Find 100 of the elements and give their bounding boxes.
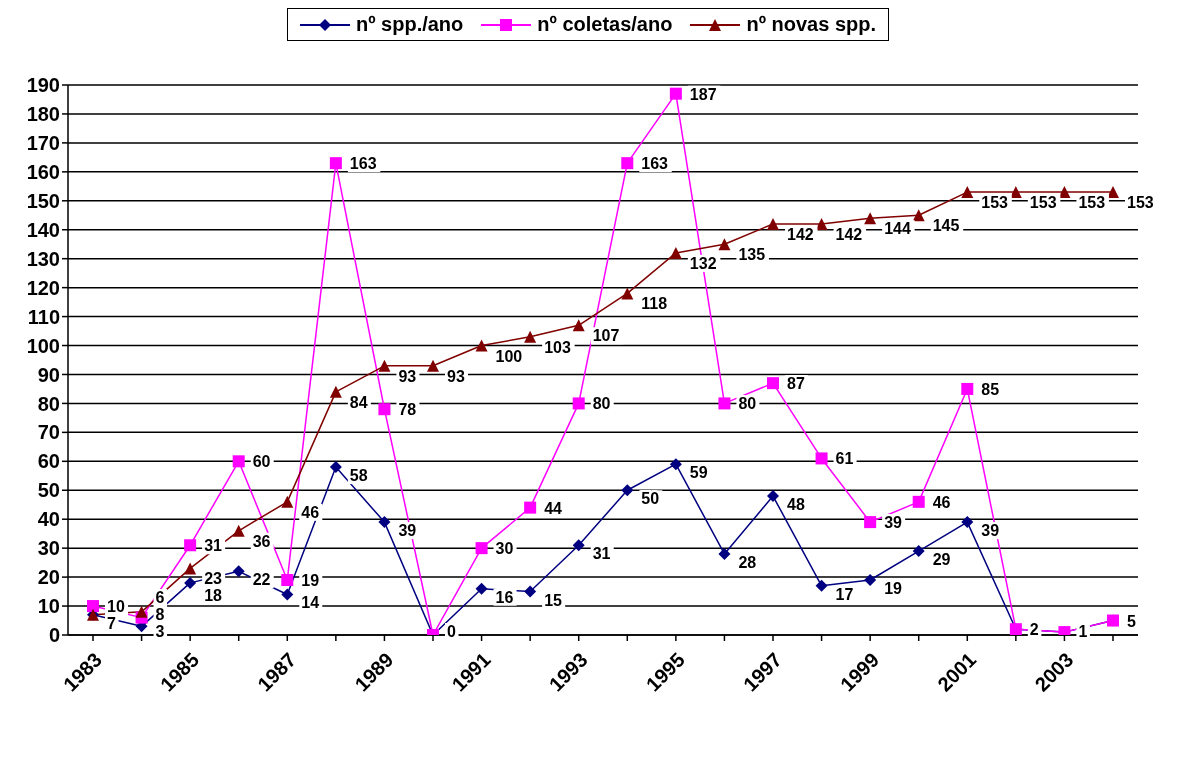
point bbox=[232, 524, 245, 537]
y-tick-label: 40 bbox=[37, 508, 60, 531]
data-label: 80 bbox=[738, 395, 757, 413]
point bbox=[524, 501, 537, 514]
point bbox=[961, 516, 974, 529]
point bbox=[572, 539, 585, 552]
y-tick-label: 190 bbox=[26, 74, 60, 97]
data-label: 163 bbox=[349, 155, 377, 173]
point bbox=[669, 458, 682, 471]
data-label: 93 bbox=[398, 367, 417, 385]
data-label: 100 bbox=[495, 347, 523, 365]
point bbox=[329, 157, 342, 170]
point bbox=[232, 565, 245, 578]
data-label: 145 bbox=[932, 217, 960, 235]
point bbox=[572, 319, 585, 332]
y-tick-label: 130 bbox=[26, 247, 60, 270]
legend-label: nº coletas/ano bbox=[537, 13, 673, 36]
data-label: 18 bbox=[204, 587, 223, 605]
y-tick-label: 140 bbox=[26, 218, 60, 241]
data-label: 44 bbox=[544, 499, 563, 517]
y-tick-label: 160 bbox=[26, 160, 60, 183]
data-label: 78 bbox=[398, 401, 417, 419]
data-label: 39 bbox=[981, 522, 1000, 540]
data-label: 85 bbox=[981, 380, 1000, 398]
data-label: 14 bbox=[301, 594, 320, 612]
y-tick-label: 80 bbox=[37, 392, 60, 415]
point bbox=[961, 382, 974, 395]
data-label: 132 bbox=[689, 254, 717, 272]
data-label: 31 bbox=[204, 537, 223, 555]
data-label: 103 bbox=[544, 338, 571, 356]
point bbox=[184, 539, 197, 552]
legend-label: nº spp./ano bbox=[356, 13, 464, 36]
point bbox=[329, 385, 342, 398]
point bbox=[815, 452, 828, 465]
y-tick-label: 120 bbox=[26, 276, 60, 299]
y-tick-label: 50 bbox=[37, 479, 60, 502]
y-tick-label: 70 bbox=[37, 421, 60, 444]
point bbox=[621, 157, 634, 170]
data-label: 187 bbox=[689, 85, 717, 103]
point bbox=[912, 545, 925, 558]
y-tick-label: 10 bbox=[37, 595, 60, 618]
data-label: 31 bbox=[592, 545, 611, 563]
point bbox=[184, 576, 197, 589]
legend-label: nº novas spp. bbox=[746, 13, 876, 36]
data-label: 80 bbox=[592, 395, 611, 413]
y-tick-label: 180 bbox=[26, 103, 60, 126]
data-label: 28 bbox=[738, 553, 757, 571]
data-label: 61 bbox=[835, 450, 854, 468]
point bbox=[184, 562, 197, 575]
y-tick-label: 90 bbox=[37, 363, 60, 386]
point bbox=[475, 542, 488, 555]
data-label: 10 bbox=[107, 598, 125, 616]
point bbox=[815, 579, 828, 592]
point bbox=[329, 461, 342, 474]
point bbox=[621, 484, 634, 497]
point bbox=[524, 585, 537, 598]
point bbox=[475, 582, 488, 595]
y-tick-label: 150 bbox=[26, 189, 60, 212]
point bbox=[961, 186, 974, 199]
y-tick-label: 170 bbox=[26, 131, 60, 154]
data-label: 39 bbox=[398, 522, 417, 540]
data-label: 153 bbox=[1029, 194, 1057, 212]
point bbox=[767, 217, 779, 230]
point bbox=[718, 238, 731, 251]
point bbox=[718, 547, 731, 560]
point bbox=[281, 495, 294, 508]
data-label: 153 bbox=[1078, 194, 1106, 212]
data-label: 153 bbox=[981, 194, 1009, 212]
y-tick-label: 30 bbox=[37, 537, 60, 560]
data-label: 0 bbox=[447, 623, 456, 640]
point bbox=[621, 287, 634, 300]
data-label: 16 bbox=[495, 588, 514, 606]
data-label: 84 bbox=[349, 393, 368, 411]
data-label: 142 bbox=[787, 225, 814, 243]
point bbox=[767, 490, 779, 503]
point bbox=[427, 359, 439, 372]
point bbox=[232, 455, 245, 468]
data-label: 36 bbox=[252, 532, 271, 550]
data-label: 19 bbox=[301, 572, 320, 589]
data-label: 1 bbox=[1078, 623, 1088, 640]
point bbox=[669, 87, 682, 100]
y-tick-label: 100 bbox=[26, 334, 60, 357]
data-label: 15 bbox=[544, 591, 563, 609]
data-label: 58 bbox=[349, 467, 368, 485]
point bbox=[572, 397, 585, 410]
data-label: 23 bbox=[204, 570, 223, 588]
data-label: 7 bbox=[107, 615, 116, 633]
data-label: 2 bbox=[1029, 621, 1039, 639]
data-label: 29 bbox=[932, 551, 951, 569]
data-label: 107 bbox=[592, 327, 620, 345]
point bbox=[864, 212, 877, 225]
point bbox=[135, 605, 148, 618]
y-tick-label: 110 bbox=[27, 305, 60, 328]
data-label: 93 bbox=[447, 367, 465, 385]
data-label: 3 bbox=[155, 623, 165, 640]
data-label: 144 bbox=[884, 220, 911, 238]
point bbox=[281, 588, 294, 601]
data-label: 8 bbox=[155, 606, 165, 623]
data-label: 135 bbox=[738, 246, 766, 264]
data-label: 142 bbox=[835, 225, 863, 243]
